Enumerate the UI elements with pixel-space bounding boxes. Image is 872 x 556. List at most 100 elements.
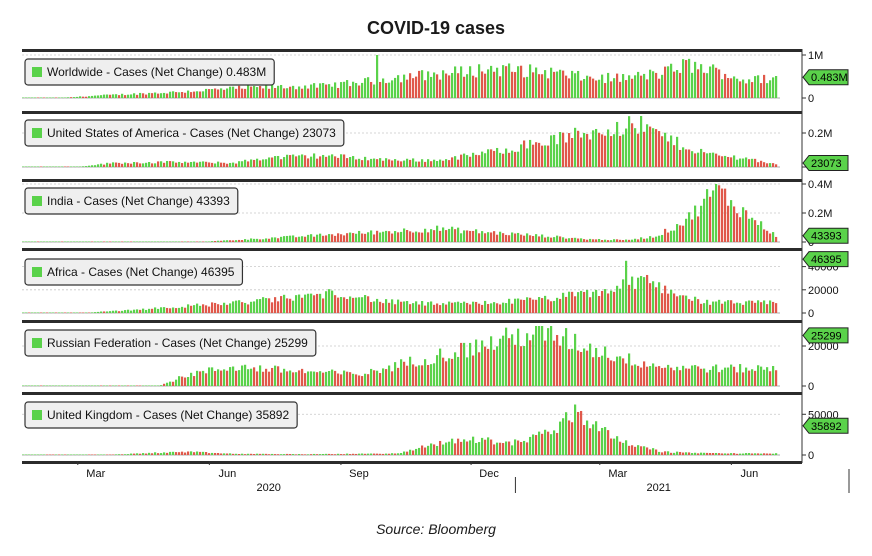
bar: [286, 371, 289, 386]
bar: [355, 83, 358, 98]
bar: [229, 86, 232, 98]
bar: [148, 308, 151, 313]
bar: [286, 298, 289, 313]
bar: [28, 454, 31, 455]
bar: [619, 288, 622, 313]
bar: [376, 230, 379, 242]
bar: [769, 300, 772, 313]
bar: [619, 135, 622, 167]
bar: [193, 305, 196, 313]
bar: [655, 366, 658, 386]
bar: [79, 385, 82, 386]
bar: [268, 298, 271, 313]
bar: [46, 385, 49, 386]
bar: [706, 452, 709, 455]
bar: [316, 158, 319, 167]
bar: [640, 237, 643, 242]
bar: [523, 299, 526, 313]
bar: [559, 69, 562, 98]
bar: [145, 309, 148, 313]
bar: [409, 73, 412, 98]
bar: [652, 237, 655, 242]
bar: [289, 298, 292, 313]
bar: [601, 74, 604, 98]
bar: [643, 361, 646, 386]
bar: [52, 241, 55, 242]
bar: [322, 453, 325, 455]
bar: [613, 291, 616, 313]
bar: [241, 240, 244, 242]
bar: [745, 157, 748, 167]
bar: [76, 241, 79, 242]
bar: [313, 83, 316, 98]
bar: [22, 312, 25, 313]
bar: [727, 300, 730, 313]
bar: [373, 234, 376, 242]
bar: [679, 370, 682, 386]
bar: [538, 431, 541, 455]
bar: [667, 141, 670, 167]
bar: [712, 366, 715, 386]
bar: [397, 232, 400, 242]
bar: [400, 231, 403, 242]
bar: [757, 300, 760, 313]
legend-swatch: [32, 338, 42, 348]
bar: [544, 295, 547, 313]
bar: [256, 238, 259, 242]
bar: [709, 304, 712, 313]
bar: [244, 364, 247, 386]
bar: [184, 307, 187, 313]
bar: [67, 385, 70, 386]
bar: [607, 240, 610, 242]
bar: [214, 302, 217, 313]
bar: [535, 326, 538, 386]
bar: [733, 303, 736, 313]
bar: [514, 233, 517, 242]
bar: [364, 156, 367, 167]
bar: [202, 241, 205, 242]
last-value-label: 46395: [811, 254, 842, 266]
legend-label: United States of America - Cases (Net Ch…: [47, 126, 336, 140]
bar: [604, 427, 607, 455]
bar: [553, 430, 556, 455]
bar: [307, 234, 310, 242]
bar: [145, 385, 148, 386]
bar: [424, 228, 427, 242]
bar: [592, 78, 595, 98]
bar: [727, 367, 730, 386]
bar: [31, 166, 34, 167]
bar: [748, 218, 751, 242]
bar: [775, 164, 778, 167]
bar: [211, 89, 214, 98]
x-tick-label: Sep: [349, 468, 369, 480]
bar: [496, 67, 499, 98]
bar: [673, 293, 676, 313]
bar: [667, 232, 670, 242]
bar: [403, 301, 406, 313]
bar: [700, 368, 703, 386]
bar: [685, 60, 688, 98]
bar: [712, 152, 715, 167]
bar: [706, 153, 709, 167]
bar: [124, 310, 127, 313]
bar: [595, 421, 598, 455]
bar: [703, 72, 706, 98]
bar: [40, 385, 43, 386]
bar: [199, 371, 202, 386]
bar: [607, 129, 610, 167]
panel-separator: [22, 111, 802, 114]
bar: [772, 366, 775, 386]
bar: [442, 70, 445, 98]
bar: [199, 91, 202, 98]
bar: [685, 368, 688, 386]
bar: [58, 166, 61, 167]
bar: [475, 339, 478, 386]
bar: [400, 453, 403, 455]
bar: [742, 453, 745, 455]
bar: [376, 370, 379, 386]
bar: [400, 359, 403, 386]
bar: [346, 299, 349, 313]
bar: [718, 372, 721, 386]
bar: [712, 64, 715, 98]
bar: [334, 295, 337, 313]
